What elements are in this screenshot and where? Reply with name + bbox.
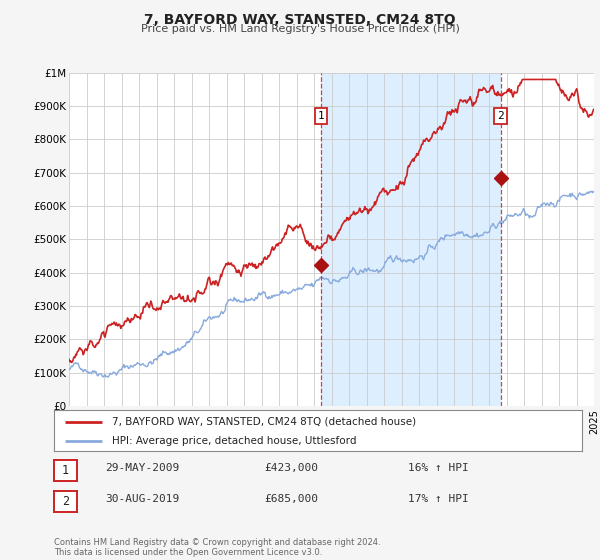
Text: 1: 1 bbox=[318, 111, 325, 121]
Text: 17% ↑ HPI: 17% ↑ HPI bbox=[408, 494, 469, 504]
Bar bbox=[321, 73, 500, 406]
Text: 16% ↑ HPI: 16% ↑ HPI bbox=[408, 463, 469, 473]
Text: £685,000: £685,000 bbox=[264, 494, 318, 504]
Text: 7, BAYFORD WAY, STANSTED, CM24 8TQ (detached house): 7, BAYFORD WAY, STANSTED, CM24 8TQ (deta… bbox=[112, 417, 416, 427]
Text: Price paid vs. HM Land Registry's House Price Index (HPI): Price paid vs. HM Land Registry's House … bbox=[140, 24, 460, 34]
Text: Contains HM Land Registry data © Crown copyright and database right 2024.
This d: Contains HM Land Registry data © Crown c… bbox=[54, 538, 380, 557]
Text: 2: 2 bbox=[62, 495, 69, 508]
Text: 29-MAY-2009: 29-MAY-2009 bbox=[105, 463, 179, 473]
Text: 2: 2 bbox=[497, 111, 504, 121]
Text: 30-AUG-2019: 30-AUG-2019 bbox=[105, 494, 179, 504]
Text: 1: 1 bbox=[62, 464, 69, 477]
Text: £423,000: £423,000 bbox=[264, 463, 318, 473]
Text: HPI: Average price, detached house, Uttlesford: HPI: Average price, detached house, Uttl… bbox=[112, 436, 356, 446]
Text: 7, BAYFORD WAY, STANSTED, CM24 8TQ: 7, BAYFORD WAY, STANSTED, CM24 8TQ bbox=[144, 13, 456, 27]
